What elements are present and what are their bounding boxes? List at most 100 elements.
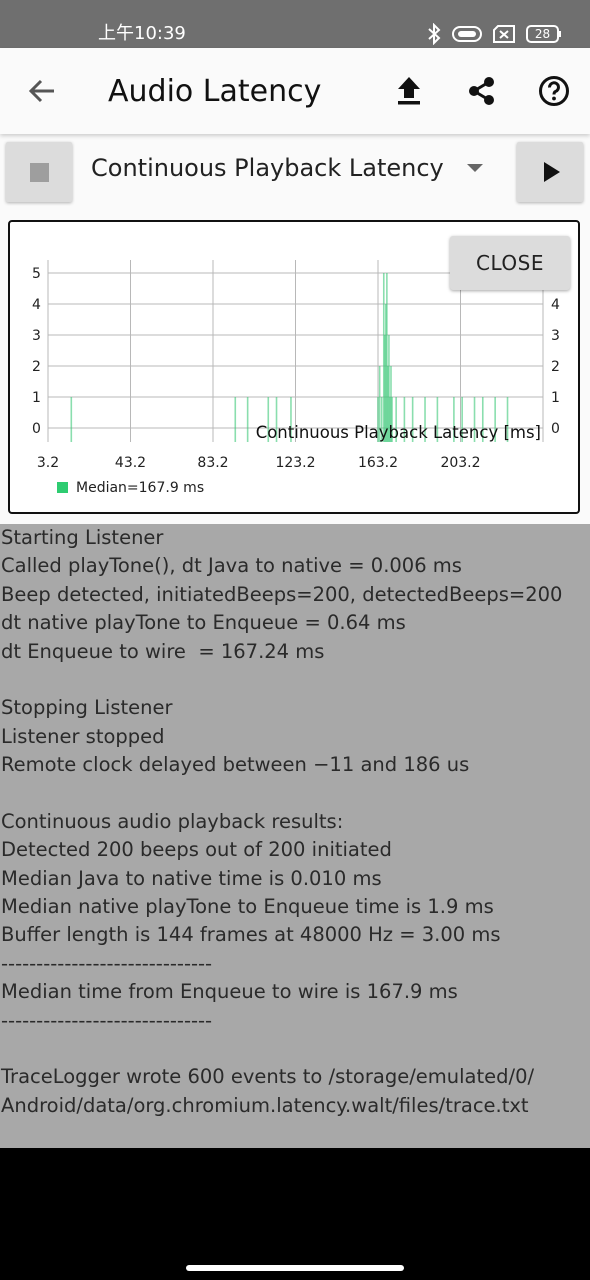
histogram-bar <box>378 366 381 442</box>
sim-x-icon <box>493 25 515 43</box>
histogram-bar <box>473 397 476 442</box>
histogram-bar <box>389 397 391 442</box>
y-tick-label-left: 5 <box>32 266 41 282</box>
page-title: Audio Latency <box>108 74 322 109</box>
app-bar: Audio Latency <box>0 48 590 134</box>
histogram-bar <box>388 335 390 442</box>
histogram-bar <box>267 397 270 442</box>
close-chart-button[interactable]: CLOSE <box>450 236 570 290</box>
x-tick-label: 43.2 <box>115 455 146 471</box>
play-button[interactable] <box>517 142 583 202</box>
histogram-bar <box>390 366 392 442</box>
signal-pill-icon <box>452 26 482 42</box>
histogram-bar <box>275 397 278 442</box>
x-tick-label: 3.2 <box>37 455 59 471</box>
histogram-bar <box>411 397 414 442</box>
upload-icon <box>398 77 420 105</box>
status-bar: 上午10:39 28 <box>0 0 590 48</box>
log-line: Median Java to native time is 0.010 ms <box>1 866 382 890</box>
histogram-svg: 3.243.283.2123.2163.2203.2001122334455Co… <box>32 260 560 496</box>
histogram-bar <box>246 397 249 442</box>
log-output: Starting Listener Called playTone(), dt J… <box>0 524 590 1148</box>
back-arrow-icon <box>28 79 54 103</box>
log-line: Beep detected, initiatedBeeps=200, detec… <box>1 582 563 606</box>
histogram-bar <box>290 397 292 442</box>
histogram-bar <box>382 273 385 442</box>
histogram-bar <box>391 397 393 442</box>
chart-title: Continuous Playback Latency [ms] <box>256 423 541 442</box>
histogram-bar <box>436 397 439 442</box>
test-type-spinner[interactable]: Continuous Playback Latency <box>91 154 444 182</box>
histogram-bar <box>424 397 426 442</box>
x-tick-label: 203.2 <box>440 455 480 471</box>
log-line <box>0 666 590 694</box>
log-line: Remote clock delayed between −11 and 186… <box>1 753 470 777</box>
histogram-chart: 3.243.283.2123.2163.2203.2001122334455Co… <box>8 220 580 514</box>
histogram-bar <box>377 397 379 442</box>
log-line: Buffer length is 144 frames at 48000 Hz … <box>1 923 501 947</box>
histogram-bar <box>494 397 496 442</box>
log-line: Detected 200 beeps out of 200 initiated <box>1 838 392 862</box>
histogram-bar <box>461 397 463 442</box>
log-line <box>0 780 590 808</box>
share-button[interactable] <box>458 67 506 115</box>
log-line: ------------------------------ <box>1 1008 213 1032</box>
histogram-bar <box>395 397 397 442</box>
log-line: Stopping Listener <box>1 696 173 720</box>
log-line: Listener stopped <box>1 724 165 748</box>
log-line: TraceLogger wrote 600 events to /storage… <box>1 1065 535 1089</box>
y-tick-label-right: 4 <box>551 297 560 313</box>
y-tick-label-right: 2 <box>551 359 560 375</box>
log-line <box>0 1035 590 1063</box>
y-tick-label-left: 2 <box>32 359 41 375</box>
dropdown-arrow-icon[interactable] <box>467 164 483 172</box>
back-button[interactable] <box>18 67 66 115</box>
share-icon <box>469 77 494 105</box>
log-line: Starting Listener <box>1 526 164 549</box>
histogram-bar <box>481 397 484 442</box>
x-tick-label: 83.2 <box>197 455 228 471</box>
histogram-bar <box>387 366 389 442</box>
log-line: Android/data/org.chromium.latency.walt/f… <box>1 1093 529 1117</box>
log-line: ------------------------------ <box>1 951 213 975</box>
histogram-bar <box>380 397 383 442</box>
log-line: Median native playTone to Enqueue time i… <box>1 895 494 919</box>
y-tick-label-right: 3 <box>551 328 560 344</box>
status-time: 上午10:39 <box>98 23 186 44</box>
log-line: Median time from Enqueue to wire is 167.… <box>1 980 458 1004</box>
upload-button[interactable] <box>385 67 433 115</box>
histogram-bar <box>386 273 388 442</box>
help-icon <box>539 76 569 106</box>
histogram-bar <box>384 335 386 442</box>
y-tick-label-left: 3 <box>32 328 41 344</box>
battery-icon: 28 <box>526 25 562 43</box>
histogram-bar <box>70 397 73 442</box>
histogram-bar <box>234 397 237 442</box>
play-icon <box>544 162 560 182</box>
histogram-bar <box>506 397 509 442</box>
status-icons: 28 <box>426 22 562 46</box>
legend-swatch <box>57 482 68 493</box>
log-line: Continuous audio playback results: <box>1 809 344 833</box>
histogram-bar <box>403 397 406 442</box>
help-button[interactable] <box>530 67 578 115</box>
controls-area: Continuous Playback Latency 3.2 43.2 83.2 1… <box>0 134 590 524</box>
navigation-handle[interactable] <box>186 1265 404 1271</box>
y-tick-label-left: 0 <box>32 421 41 437</box>
bluetooth-icon <box>428 23 441 45</box>
histogram-bar <box>385 304 387 442</box>
log-line: Called playTone(), dt Java to native = 0… <box>1 554 462 578</box>
legend-label: Median=167.9 ms <box>76 480 204 496</box>
stop-icon <box>29 162 49 182</box>
log-line: dt native playTone to Enqueue = 0.64 ms <box>1 611 406 635</box>
stop-button[interactable] <box>6 142 72 202</box>
y-tick-label-right: 1 <box>551 390 560 406</box>
log-line: dt Enqueue to wire = 167.24 ms <box>1 639 325 663</box>
y-tick-label-right: 0 <box>551 421 560 437</box>
battery-level: 28 <box>534 27 551 41</box>
y-tick-label-left: 1 <box>32 390 41 406</box>
histogram-bar <box>453 397 455 442</box>
x-tick-label: 163.2 <box>358 455 398 471</box>
x-tick-label: 123.2 <box>275 455 315 471</box>
y-tick-label-left: 4 <box>32 297 41 313</box>
